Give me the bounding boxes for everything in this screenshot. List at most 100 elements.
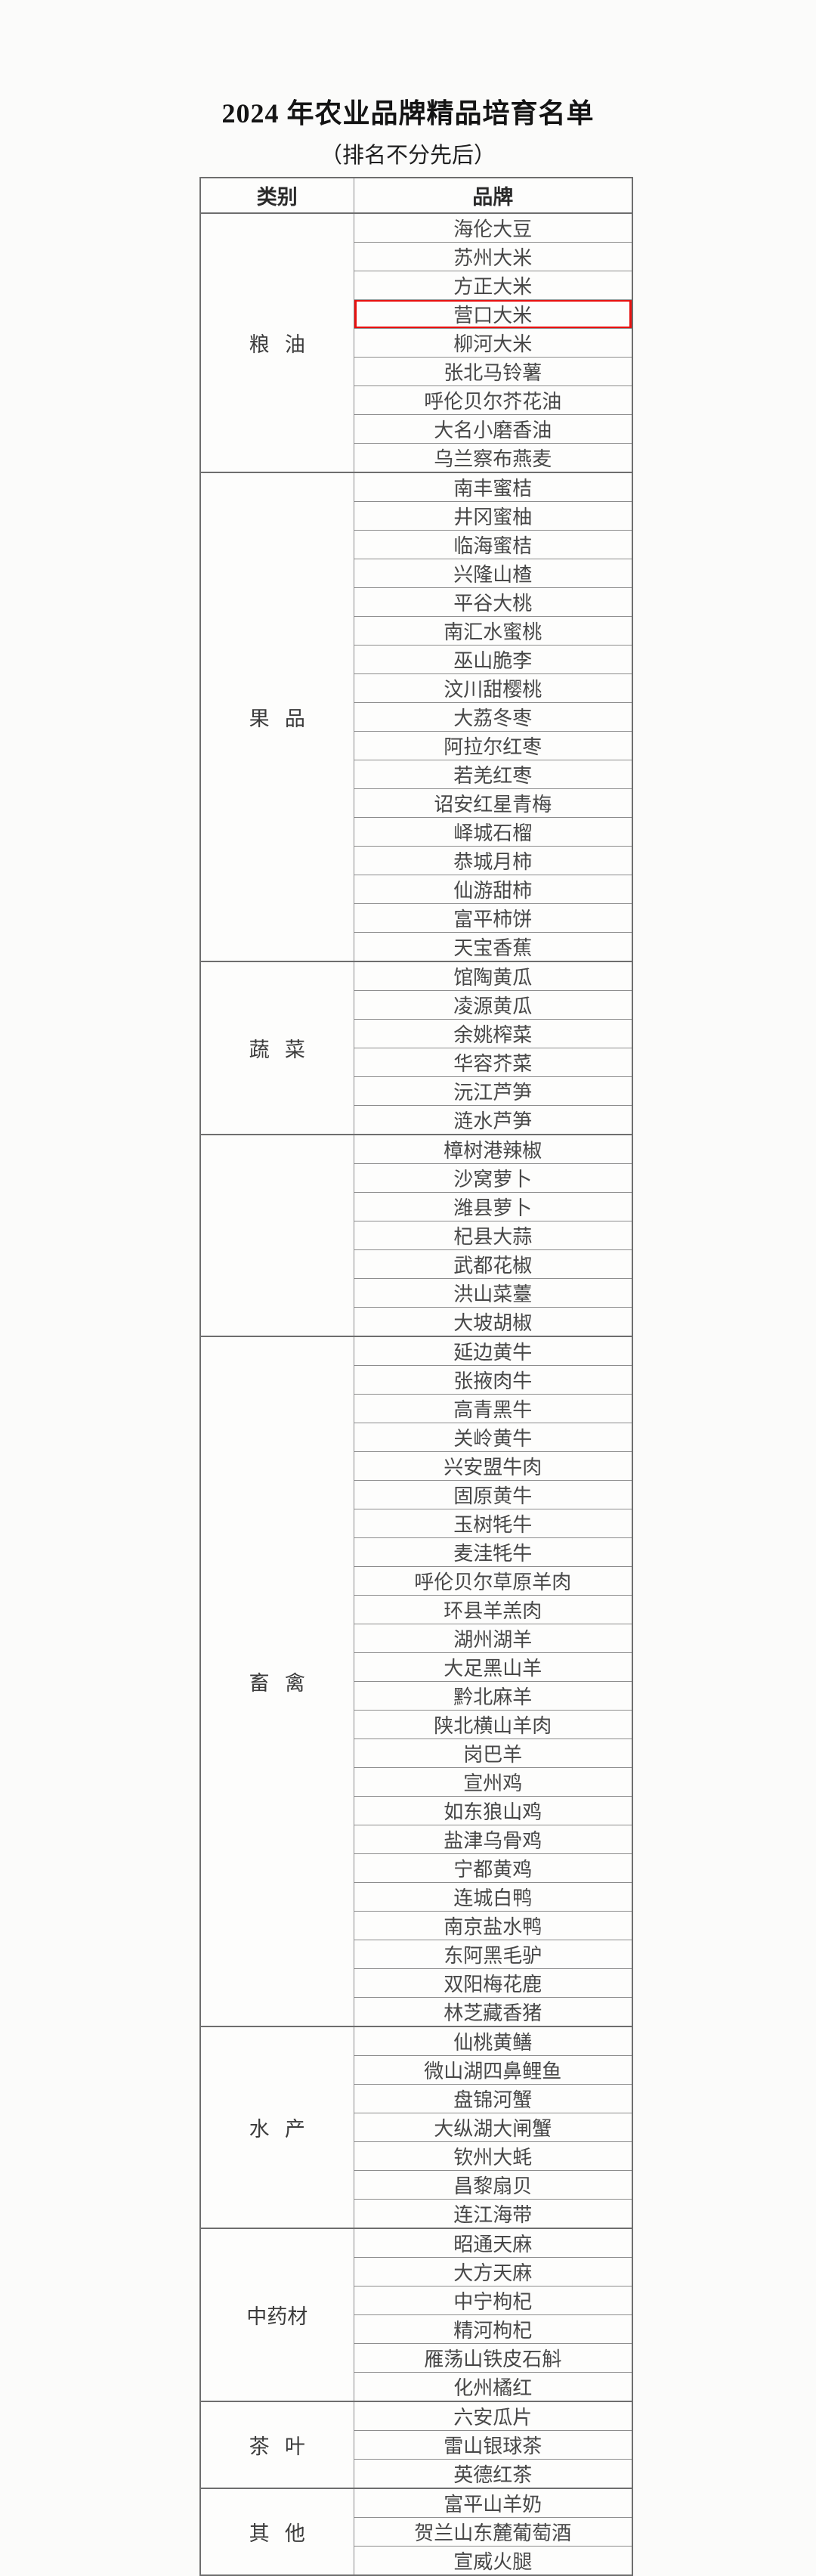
table-row: 汶川甜樱桃 — [200, 673, 633, 703]
table-row: 如东狼山鸡 — [200, 1796, 633, 1825]
brand-cell: 钦州大蚝 — [353, 2141, 633, 2171]
table-row: 大名小磨香油 — [200, 414, 633, 444]
table-row: 双阳梅花鹿 — [200, 1968, 633, 1998]
brand-cell: 天宝香蕉 — [353, 932, 633, 962]
brand-cell: 昌黎扇贝 — [353, 2170, 633, 2200]
brand-cell: 富平山羊奶 — [353, 2488, 633, 2518]
brand-cell: 杞县大蒜 — [353, 1221, 633, 1250]
table-row: 陕北横山羊肉 — [200, 1710, 633, 1739]
brand-cell: 六安瓜片 — [353, 2401, 633, 2431]
brand-cell: 沙窝萝卜 — [353, 1163, 633, 1193]
table-row: 张北马铃薯 — [200, 357, 633, 386]
brand-cell: 张北马铃薯 — [353, 357, 633, 386]
table-row: 乌兰察布燕麦 — [200, 443, 633, 473]
brand-cell: 宣州鸡 — [353, 1767, 633, 1797]
table-row: 平谷大桃 — [200, 587, 633, 617]
brand-cell: 兴安盟牛肉 — [353, 1451, 633, 1481]
brand-cell: 微山湖四鼻鲤鱼 — [353, 2055, 633, 2085]
table-row: 恭城月柿 — [200, 846, 633, 875]
brand-cell: 陕北横山羊肉 — [353, 1710, 633, 1739]
brand-cell: 南汇水蜜桃 — [353, 616, 633, 646]
table-row: 兴隆山楂 — [200, 559, 633, 588]
brand-cell: 南京盐水鸭 — [353, 1911, 633, 1940]
highlighted-brand-cell: 营口大米 — [353, 299, 633, 329]
brand-cell: 玉树牦牛 — [353, 1509, 633, 1538]
brand-cell: 延边黄牛 — [353, 1336, 633, 1366]
brand-cell: 沅江芦笋 — [353, 1076, 633, 1106]
table-row: 微山湖四鼻鲤鱼 — [200, 2055, 633, 2085]
table-row: 茶叶 六安瓜片 — [199, 2401, 633, 2489]
table-header-row: 类别 品牌 — [199, 177, 633, 214]
table-row: 富平柿饼 — [200, 903, 633, 933]
table-row: 水产 仙桃黄鳝 — [199, 2026, 633, 2229]
brand-cell: 张掖肉牛 — [353, 1365, 633, 1395]
brand-cell: 大足黑山羊 — [353, 1652, 633, 1682]
table-row: 南京盐水鸭 — [200, 1911, 633, 1940]
category-cell — [199, 1134, 354, 1337]
table-row: 化州橘红 — [200, 2372, 633, 2402]
brand-cell: 精河枸杞 — [353, 2314, 633, 2344]
brand-cell: 湖州湖羊 — [353, 1624, 633, 1653]
brand-cell: 诏安红星青梅 — [353, 788, 633, 818]
table-row: 大坡胡椒 — [200, 1307, 633, 1337]
table-row: 大足黑山羊 — [200, 1652, 633, 1682]
table-row: 粮油 海伦大豆 — [199, 212, 633, 473]
column-header-brand: 品牌 — [353, 177, 633, 214]
brand-cell: 兴隆山楂 — [353, 559, 633, 588]
table-row: 中宁枸杞 — [200, 2286, 633, 2315]
brand-cell: 阿拉尔红枣 — [353, 731, 633, 760]
table-row: 麦洼牦牛 — [200, 1537, 633, 1567]
table-row: 樟树港辣椒 — [199, 1134, 633, 1337]
table-row: 苏州大米 — [200, 242, 633, 271]
table-row: 柳河大米 — [200, 328, 633, 358]
brand-cell: 雷山银球茶 — [353, 2430, 633, 2460]
brand-cell: 连城白鸭 — [353, 1882, 633, 1912]
brand-cell: 乌兰察布燕麦 — [353, 443, 633, 473]
brand-cell: 呼伦贝尔芥花油 — [353, 385, 633, 415]
category-cell: 其他 — [199, 2488, 354, 2576]
table-row: 中药材 昭通天麻 — [199, 2228, 633, 2402]
table-row: 大纵湖大闸蟹 — [200, 2113, 633, 2142]
table-row: 其他 富平山羊奶 — [199, 2488, 633, 2576]
table-row: 昌黎扇贝 — [200, 2170, 633, 2200]
table-row: 诏安红星青梅 — [200, 788, 633, 818]
brand-cell: 大荔冬枣 — [353, 702, 633, 732]
brand-cell: 连江海带 — [353, 2199, 633, 2229]
table-row: 黔北麻羊 — [200, 1681, 633, 1711]
brand-cell: 临海蜜桔 — [353, 530, 633, 559]
brand-cell: 大坡胡椒 — [353, 1307, 633, 1337]
brand-cell: 呼伦贝尔草原羊肉 — [353, 1566, 633, 1596]
table-row: 高青黑牛 — [200, 1394, 633, 1423]
table-row: 果品 南丰蜜桔 — [199, 472, 633, 962]
brand-cell: 仙游甜柿 — [353, 875, 633, 904]
table-row: 盐津乌骨鸡 — [200, 1825, 633, 1854]
brand-cell: 潍县萝卜 — [353, 1192, 633, 1221]
table-body: 粮油 海伦大豆 苏州大米 方正大米 营口大米 柳河大米 张北马铃薯 呼伦贝尔芥花油 大名小磨香油… — [199, 212, 633, 2576]
table-row: 环县羊羔肉 — [200, 1595, 633, 1624]
brand-cell: 麦洼牦牛 — [353, 1537, 633, 1567]
brand-cell: 富平柿饼 — [353, 903, 633, 933]
brand-cell: 平谷大桃 — [353, 587, 633, 617]
brand-cell: 樟树港辣椒 — [353, 1134, 633, 1164]
brand-cell: 林芝藏香猪 — [353, 1997, 633, 2027]
brand-cell: 固原黄牛 — [353, 1480, 633, 1509]
table-row: 大方天麻 — [200, 2257, 633, 2287]
brand-cell: 苏州大米 — [353, 242, 633, 271]
table-row: 蔬菜 馆陶黄瓜 — [199, 961, 633, 1135]
page-subtitle: （排名不分先后） — [320, 144, 496, 168]
brand-cell: 贺兰山东麓葡萄酒 — [353, 2517, 633, 2547]
table-row: 武都花椒 — [200, 1249, 633, 1279]
brand-cell: 盐津乌骨鸡 — [353, 1825, 633, 1854]
table-row: 井冈蜜柚 — [200, 501, 633, 531]
brand-cell: 南丰蜜桔 — [353, 472, 633, 502]
table-row: 华容芥菜 — [200, 1048, 633, 1077]
table-row: 盘锦河蟹 — [200, 2084, 633, 2113]
brand-cell: 若羌红枣 — [353, 760, 633, 789]
brand-cell: 环县羊羔肉 — [353, 1595, 633, 1624]
brand-cell: 如东狼山鸡 — [353, 1796, 633, 1825]
column-header-category: 类别 — [199, 177, 354, 214]
brand-cell: 涟水芦笋 — [353, 1105, 633, 1135]
brand-cell: 盘锦河蟹 — [353, 2084, 633, 2113]
brand-cell: 双阳梅花鹿 — [353, 1968, 633, 1998]
table-row: 钦州大蚝 — [200, 2141, 633, 2171]
